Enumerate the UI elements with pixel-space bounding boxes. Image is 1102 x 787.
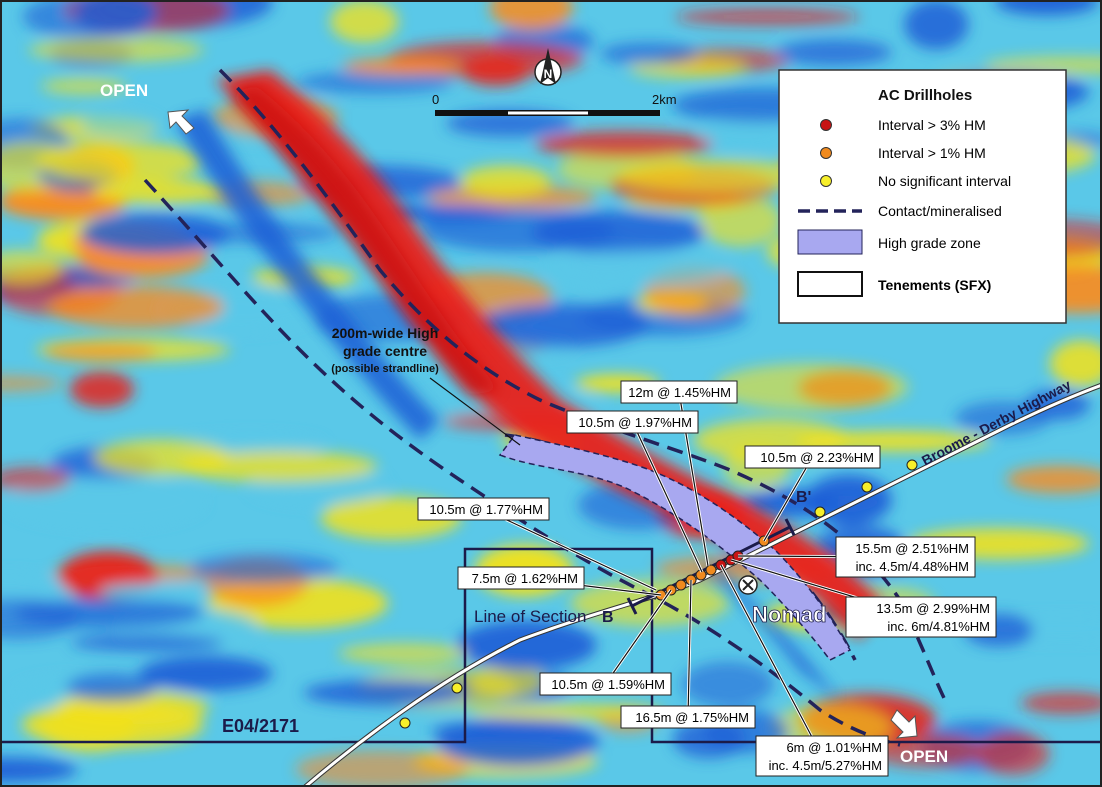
red-anomaly-core xyxy=(230,85,500,395)
intercept-text: 10.5m @ 1.59%HM xyxy=(551,677,665,692)
legend: AC Drillholes Interval > 3% HM Interval … xyxy=(778,69,1067,324)
tenement-boundaries xyxy=(0,547,1102,744)
intercept-text: 16.5m @ 1.75%HM xyxy=(635,710,749,725)
intercept-text: 7.5m @ 1.62%HM xyxy=(472,571,578,586)
legend-item-high-grade: High grade zone xyxy=(878,235,981,251)
intercept-callout: 6m @ 1.01%HM inc. 4.5m/5.27%HM xyxy=(755,735,889,777)
north-arrow-icon: N xyxy=(534,48,562,86)
intercept-callout: 7.5m @ 1.62%HM xyxy=(457,566,585,590)
high-grade-zone xyxy=(498,434,852,661)
svg-text:grade centre: grade centre xyxy=(343,343,427,359)
high-grade-centre-annotation: 200m-wide High grade centre (possible st… xyxy=(331,325,521,446)
legend-title: AC Drillholes xyxy=(878,87,972,104)
intercept-callout: 15.5m @ 2.51%HM inc. 4.5m/4.48%HM xyxy=(835,536,976,578)
red-anomaly xyxy=(215,70,880,640)
pick-axe-icon xyxy=(738,575,758,595)
intercept-callout: 10.5m @ 1.59%HM xyxy=(539,672,672,696)
tenement-id-label: E04/2171 xyxy=(222,716,299,736)
intercept-callout: 12m @ 1.45%HM xyxy=(620,380,738,404)
blue-anomaly xyxy=(175,110,440,440)
open-se-indicator: OPEN xyxy=(890,709,948,766)
intercept-callouts: 12m @ 1.45%HM 10.5m @ 1.97%HM 10.5m @ 2.23… xyxy=(417,380,997,777)
intercept-text: inc. 4.5m/5.27%HM xyxy=(769,758,882,773)
intercept-text: 10.5m @ 1.97%HM xyxy=(578,415,692,430)
svg-text:N: N xyxy=(544,67,553,81)
drillhole-marker xyxy=(906,459,918,471)
drillhole-marker xyxy=(861,481,873,493)
drillhole-marker xyxy=(399,717,411,729)
svg-text:OPEN: OPEN xyxy=(900,747,948,766)
intercept-callout: 10.5m @ 1.97%HM xyxy=(566,410,699,434)
intercept-text: 10.5m @ 2.23%HM xyxy=(760,450,874,465)
open-nw-indicator: OPEN xyxy=(100,81,195,135)
section-b-prime-label: B' xyxy=(796,489,811,506)
intercept-callout: 13.5m @ 2.99%HM inc. 6m/4.81%HM xyxy=(845,596,997,638)
drillhole-marker xyxy=(814,506,826,518)
svg-text:200m-wide High: 200m-wide High xyxy=(332,325,439,341)
arrow-se-icon xyxy=(890,709,918,739)
deposit-name: Nomad xyxy=(752,602,827,627)
legend-item-tenements: Tenements (SFX) xyxy=(878,277,991,293)
svg-text:2km: 2km xyxy=(652,92,677,107)
intercept-text: inc. 6m/4.81%HM xyxy=(887,619,990,634)
legend-item-contact: Contact/mineralised xyxy=(878,203,1002,219)
intercept-text: 13.5m @ 2.99%HM xyxy=(876,601,990,616)
svg-text:0: 0 xyxy=(432,92,439,107)
intercept-text: 6m @ 1.01%HM xyxy=(786,740,882,755)
arrow-nw-icon xyxy=(167,109,195,135)
intercept-text: inc. 4.5m/4.48%HM xyxy=(856,559,969,574)
line-of-section-label: Line of Section xyxy=(474,607,586,626)
intercept-callout: 16.5m @ 1.75%HM xyxy=(620,705,756,729)
intercept-text: 15.5m @ 2.51%HM xyxy=(855,541,969,556)
drillhole-marker xyxy=(675,579,687,591)
legend-item-red: Interval > 3% HM xyxy=(878,117,986,133)
legend-item-yellow: No significant interval xyxy=(878,173,1011,189)
svg-text:OPEN: OPEN xyxy=(100,81,148,100)
intercept-text: 12m @ 1.45%HM xyxy=(628,385,731,400)
legend-item-orange: Interval > 1% HM xyxy=(878,145,986,161)
drillhole-marker xyxy=(705,564,717,576)
intercept-callout: 10.5m @ 1.77%HM xyxy=(417,497,550,521)
intercept-callout: 10.5m @ 2.23%HM xyxy=(744,445,881,469)
section-b-label: B xyxy=(602,609,614,626)
svg-text:(possible strandline): (possible strandline) xyxy=(331,363,439,375)
drillhole-marker xyxy=(451,682,463,694)
scale-bar: 0 2km xyxy=(432,92,677,116)
intercept-text: 10.5m @ 1.77%HM xyxy=(429,502,543,517)
